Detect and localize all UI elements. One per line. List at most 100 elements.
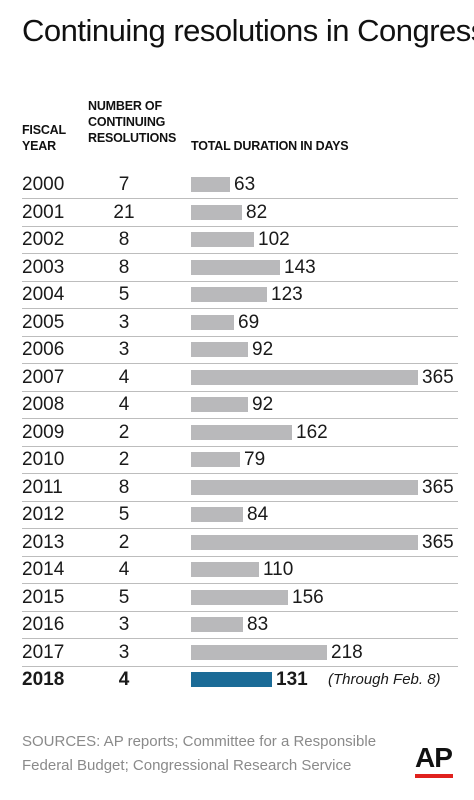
table-row: 2006 3 92	[0, 336, 474, 364]
resolution-count: 3	[118, 641, 130, 663]
fiscal-year-label: 2003	[22, 256, 65, 278]
duration-bar	[191, 397, 248, 412]
duration-bar	[191, 287, 267, 302]
duration-bar	[191, 424, 292, 440]
duration-value-label: 82	[246, 201, 268, 223]
table-row: 2013 2 365	[0, 529, 474, 557]
duration-value-label: 102	[258, 229, 290, 250]
fiscal-year-label: 2002	[22, 229, 65, 250]
table-row: 2004 5 123	[0, 281, 474, 309]
duration-value-label: 69	[238, 311, 260, 333]
fiscal-year-label: 2000	[22, 174, 65, 195]
resolution-count: 8	[118, 229, 130, 250]
fiscal-year-label: 2007	[22, 366, 65, 388]
fiscal-year-label: 2008	[22, 394, 65, 415]
ap-logo: AP	[415, 742, 453, 773]
duration-value-label: 123	[271, 284, 303, 305]
row-divider	[22, 390, 458, 392]
duration-value-label: 156	[292, 586, 324, 608]
table-row: 2016 3 83	[0, 611, 474, 639]
fiscal-year-label: 2010	[22, 449, 65, 470]
table-row: 2015 5 156	[0, 584, 474, 612]
duration-value-label: 92	[252, 394, 274, 415]
duration-bar	[191, 534, 418, 550]
duration-bar	[191, 617, 243, 632]
duration-bar	[191, 177, 230, 192]
fiscal-year-label: 2017	[22, 641, 65, 663]
row-divider	[22, 445, 458, 447]
duration-value-label: 218	[331, 641, 363, 663]
resolution-count: 4	[118, 669, 130, 690]
resolution-count: 21	[113, 201, 135, 223]
table-row: 2000 7 63	[0, 171, 474, 199]
row-divider	[22, 280, 458, 282]
row-divider	[22, 665, 458, 667]
resolution-count: 4	[118, 559, 130, 580]
table-row: 2002 8 102	[0, 226, 474, 254]
table-row: 2014 4 110	[0, 556, 474, 584]
duration-bar	[191, 204, 242, 220]
duration-value-label: 92	[252, 339, 274, 360]
fiscal-year-label: 2012	[22, 504, 65, 525]
fiscal-year-label: 2018	[22, 669, 65, 690]
duration-bar	[191, 479, 418, 495]
table-row: 2011 8 365	[0, 474, 474, 502]
duration-value-label: 84	[247, 504, 269, 525]
resolution-count: 2	[118, 421, 130, 443]
duration-value-label: 365	[422, 476, 454, 498]
resolution-count: 8	[118, 256, 130, 278]
fiscal-year-label: 2014	[22, 559, 65, 580]
resolution-count: 5	[118, 504, 130, 525]
duration-bar	[191, 672, 272, 687]
resolution-count: 2	[118, 449, 130, 470]
duration-bar	[191, 644, 327, 660]
row-divider	[22, 335, 458, 337]
duration-bar	[191, 562, 259, 577]
row-note: (Through Feb. 8)	[328, 671, 441, 688]
duration-bar	[191, 452, 240, 467]
row-divider	[22, 610, 458, 612]
fiscal-year-label: 2015	[22, 586, 65, 608]
resolution-count: 5	[118, 284, 130, 305]
table-row: 2010 2 79	[0, 446, 474, 474]
duration-bar	[191, 259, 280, 275]
header-total-duration: TOTAL DURATION IN DAYS	[191, 139, 349, 153]
resolution-count: 8	[118, 476, 130, 498]
table-row: 2005 3 69	[0, 309, 474, 337]
row-divider	[22, 555, 458, 557]
duration-value-label: 110	[263, 559, 294, 580]
resolution-count: 4	[118, 394, 130, 415]
duration-value-label: 131	[276, 669, 308, 690]
row-divider	[22, 583, 458, 584]
header-number-of-resolutions: NUMBER OF CONTINUING RESOLUTIONS	[88, 99, 177, 145]
duration-value-label: 63	[234, 174, 256, 195]
table-row: 2008 4 92	[0, 391, 474, 419]
row-divider	[22, 528, 458, 529]
fiscal-year-label: 2011	[22, 476, 63, 498]
row-divider	[22, 308, 458, 309]
duration-value-label: 162	[296, 421, 328, 443]
fiscal-year-label: 2016	[22, 614, 65, 635]
row-divider	[22, 363, 458, 364]
row-divider	[22, 253, 458, 254]
fiscal-year-label: 2009	[22, 421, 65, 443]
row-divider	[22, 500, 458, 502]
duration-value-label: 365	[422, 531, 454, 553]
duration-value-label: 365	[422, 366, 454, 388]
duration-value-label: 83	[247, 614, 269, 635]
table-row: 2009 2 162	[0, 419, 474, 447]
duration-bar	[191, 369, 418, 385]
table-row: 2007 4 365	[0, 364, 474, 392]
row-divider	[22, 418, 458, 419]
resolution-count: 5	[118, 586, 130, 608]
chart-title: Continuing resolutions in Congress	[22, 13, 474, 48]
table-row: 2001 21 82	[0, 199, 474, 227]
duration-bar	[191, 589, 288, 605]
source-note: SOURCES: AP reports; Committee for a Res…	[22, 733, 377, 774]
fiscal-year-label: 2006	[22, 339, 65, 360]
duration-value-label: 79	[244, 449, 266, 470]
resolution-count: 3	[118, 339, 130, 360]
row-divider	[22, 638, 458, 639]
fiscal-year-label: 2004	[22, 284, 65, 305]
duration-bar	[191, 507, 243, 522]
